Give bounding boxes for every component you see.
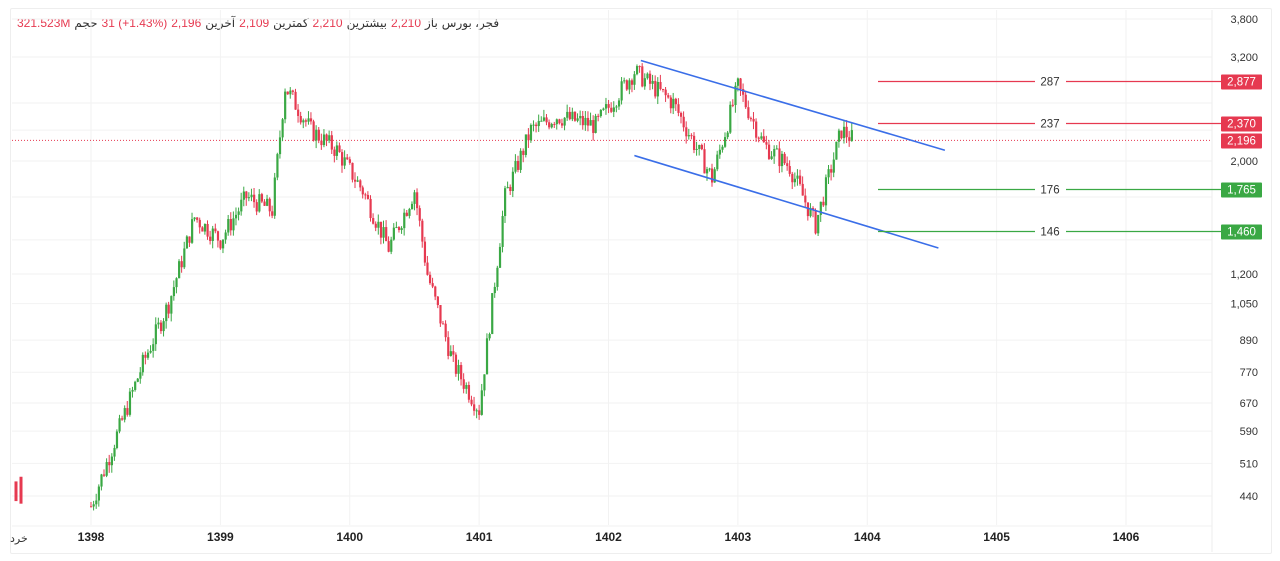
price-tick: 1,200 [1230, 269, 1258, 281]
level-label: 146 [1040, 227, 1059, 239]
time-tick: 1400 [336, 530, 363, 544]
price-tick: 1,050 [1230, 299, 1258, 311]
price-tick: 890 [1240, 335, 1258, 347]
grid-lines [12, 10, 1213, 552]
svg-text:2,196: 2,196 [1227, 136, 1256, 148]
time-tick: 1402 [595, 530, 622, 544]
time-axis[interactable]: 1398 1399 1400 1401 1402 1403 1404 1405 1406 [78, 530, 1140, 544]
price-tick: 590 [1240, 426, 1258, 438]
svg-text:1,460: 1,460 [1227, 227, 1256, 239]
price-tags: 2,877 2,370 1,765 1,460 2,196 [1221, 74, 1262, 240]
price-axis[interactable]: 3,800 3,200 2,000 1,200 1,050 890 770 670 590 510… [1230, 14, 1258, 503]
svg-text:1,765: 1,765 [1227, 185, 1256, 197]
price-tag [1221, 116, 1262, 132]
time-tick: 1404 [854, 530, 881, 544]
time-tick: 1398 [78, 530, 105, 544]
price-tick: 2,000 [1230, 156, 1258, 168]
price-tag [1221, 182, 1262, 198]
price-tag [1221, 74, 1262, 90]
price-levels[interactable]: 287 237 176 146 [878, 77, 1222, 239]
last-price-tag [1221, 133, 1262, 149]
time-tick: 1399 [207, 530, 234, 544]
time-tick: 1401 [466, 530, 493, 544]
price-tick: 670 [1240, 398, 1258, 410]
price-tick: 770 [1240, 367, 1258, 379]
level-label: 176 [1040, 185, 1059, 197]
level-label: 237 [1040, 119, 1059, 131]
svg-text:2,370: 2,370 [1227, 119, 1256, 131]
price-tag [1221, 224, 1262, 240]
price-tick: 440 [1240, 491, 1258, 503]
price-tick: 3,200 [1230, 52, 1258, 64]
time-tick: 1406 [1113, 530, 1140, 544]
price-tick: 3,800 [1230, 14, 1258, 26]
descending-channel[interactable] [634, 59, 946, 249]
channel-upper-line[interactable] [640, 59, 946, 151]
svg-text:2,877: 2,877 [1227, 77, 1256, 89]
time-tick: 1403 [725, 530, 752, 544]
level-label: 287 [1040, 77, 1059, 89]
channel-lower-line[interactable] [634, 154, 939, 249]
candlestick-series [14, 63, 853, 511]
price-tick: 510 [1240, 458, 1258, 470]
x-axis-left-label: خرد [10, 533, 28, 545]
time-tick: 1405 [983, 530, 1010, 544]
